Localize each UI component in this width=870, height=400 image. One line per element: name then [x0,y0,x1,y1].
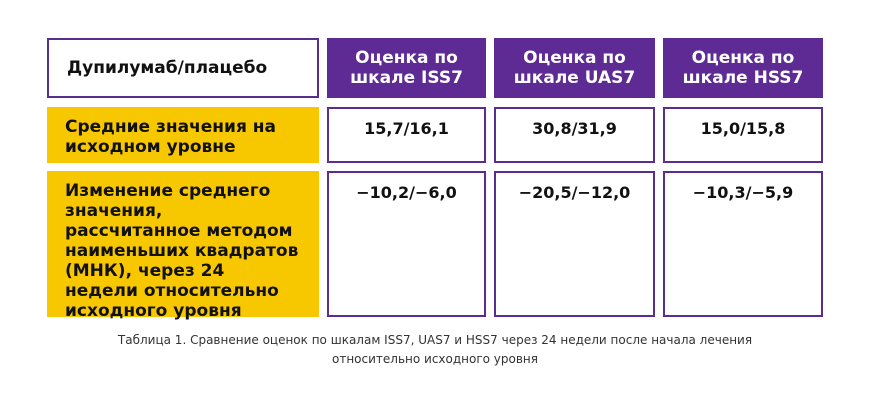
table-cell: 15,7/16,1 [327,107,486,163]
column-header-iss7: Оценка по шкале ISS7 [327,38,486,98]
table-cell: −10,2/−6,0 [327,171,486,317]
column-header-hss7: Оценка по шкале HSS7 [663,38,823,98]
table-cell: 15,0/15,8 [663,107,823,163]
table-cell: 30,8/31,9 [494,107,655,163]
row-header-label: Средние значения на исходном уровне [65,117,277,157]
table-caption: Таблица 1. Сравнение оценок по шкалам IS… [0,331,870,369]
table-cell: −20,5/−12,0 [494,171,655,317]
table-corner-label: Дупилумаб/плацебо [47,38,319,98]
caption-line-1: Таблица 1. Сравнение оценок по шкалам IS… [117,333,753,347]
caption-line-2: относительно исходного уровня [331,352,538,366]
column-header-uas7: Оценка по шкале UAS7 [494,38,655,98]
cell-value: 30,8/31,9 [532,119,617,138]
row-header-change: Изменение среднего значения, рассчитанно… [47,171,319,321]
cell-value: 15,0/15,8 [700,119,786,138]
column-header-label: Оценка по шкале HSS7 [682,48,804,88]
cell-value: 15,7/16,1 [364,119,449,138]
cell-value: −10,3/−5,9 [692,183,794,202]
cell-value: −10,2/−6,0 [356,183,457,202]
cell-value: −20,5/−12,0 [518,183,631,202]
corner-label-text: Дупилумаб/плацебо [67,58,268,78]
column-header-label: Оценка по шкале UAS7 [513,48,636,88]
row-header-baseline: Средние значения на исходном уровне [47,107,319,163]
column-header-label: Оценка по шкале ISS7 [350,48,463,88]
row-header-label: Изменение среднего значения, рассчитанно… [65,181,299,321]
table-cell: −10,3/−5,9 [663,171,823,317]
